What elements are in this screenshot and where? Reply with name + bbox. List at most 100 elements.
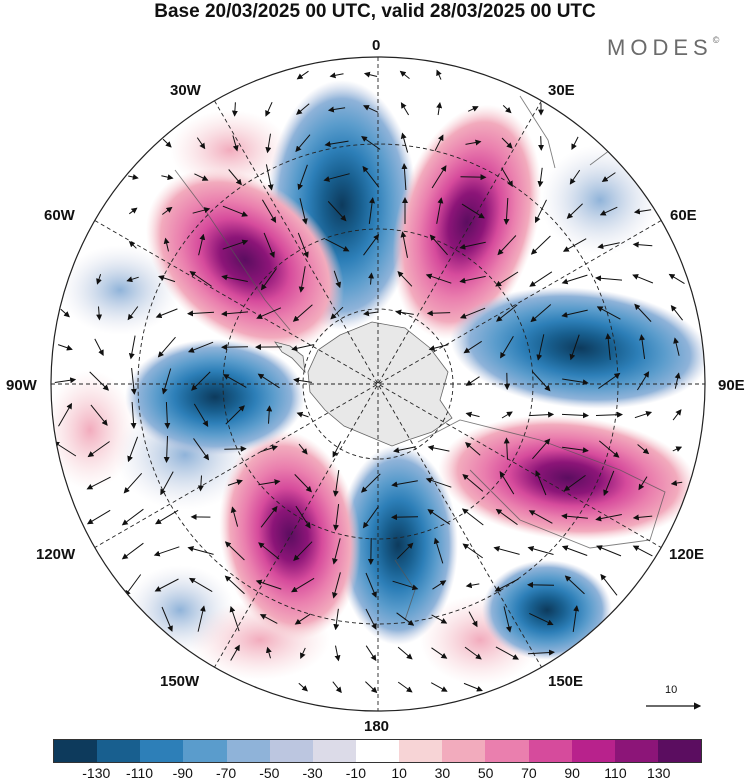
wind-arrow — [327, 201, 347, 222]
wind-arrow — [529, 271, 553, 287]
wind-arrow — [501, 167, 513, 188]
wind-arrow — [261, 199, 277, 224]
wind-arrow — [265, 164, 274, 191]
wind-arrow — [256, 307, 282, 319]
wind-arrow — [598, 372, 621, 389]
wind-arrow — [561, 309, 588, 318]
wind-arrow — [501, 137, 513, 149]
wind-arrow — [672, 409, 682, 421]
wind-arrow — [193, 438, 210, 461]
wind-arrow — [368, 272, 375, 285]
colorbar-swatch — [140, 740, 184, 762]
wind-arrow — [187, 341, 214, 353]
wind-arrow — [155, 308, 178, 319]
lon-label-30w: 30W — [170, 82, 201, 99]
wind-arrow — [96, 274, 102, 285]
wind-arrow — [298, 682, 308, 692]
wind-arrow — [396, 612, 415, 626]
wind-arrow — [127, 436, 139, 463]
wind-arrow — [595, 514, 622, 522]
wind-arrow — [188, 577, 213, 593]
wind-arrow — [462, 543, 483, 559]
wind-arrow — [499, 471, 515, 495]
wind-arrow — [436, 69, 442, 80]
colorbar-swatch — [226, 740, 270, 762]
colorbar-tick-label: 50 — [477, 765, 494, 781]
wind-arrow — [632, 241, 653, 248]
wind-arrow — [535, 199, 547, 224]
wind-arrow — [464, 646, 482, 660]
wind-arrow — [527, 545, 554, 555]
colorbar-swatch — [355, 740, 400, 762]
wind-arrow — [224, 575, 245, 595]
wind-arrow — [162, 206, 173, 215]
colorbar-swatch — [183, 740, 227, 762]
lon-label-30e: 30E — [548, 82, 575, 99]
wind-arrow — [87, 441, 110, 458]
wind-arrow — [461, 203, 485, 219]
map-border — [50, 56, 706, 712]
wind-arrow — [598, 440, 620, 458]
wind-arrow — [401, 163, 408, 191]
wind-arrow — [468, 611, 478, 628]
wind-arrow — [400, 231, 408, 258]
wind-arrow — [459, 307, 486, 319]
wind-arrow — [597, 242, 620, 250]
wind-arrow — [257, 373, 280, 389]
wind-arrow — [228, 169, 242, 186]
positive-anomaly-45w — [145, 168, 345, 352]
wind-arrow — [461, 508, 484, 526]
reference-vector-label: 10 — [665, 684, 678, 696]
wind-arrow — [434, 134, 444, 151]
wind-arrow — [360, 473, 381, 493]
wind-arrow — [396, 542, 414, 560]
wind-arrow — [563, 474, 586, 492]
wind-arrow — [333, 270, 342, 289]
wind-arrow — [527, 649, 555, 656]
wind-arrow — [497, 235, 517, 256]
wind-arrow — [327, 106, 346, 113]
wind-arrow — [397, 646, 413, 660]
modes-logo: MODES© — [607, 35, 719, 61]
wind-arrow — [294, 613, 311, 625]
wind-arrow — [130, 401, 137, 429]
wind-arrow — [265, 101, 273, 117]
wind-arrow — [297, 232, 309, 259]
colorbar-swatch — [97, 740, 141, 762]
colorbar-tick-label: 90 — [564, 765, 580, 781]
wind-arrow — [632, 514, 653, 521]
colorbar — [53, 739, 702, 763]
reference-vector: 10 — [640, 684, 710, 714]
wind-arrow — [427, 444, 450, 452]
wind-arrow — [193, 403, 209, 427]
colorbar-tick-label: 10 — [391, 765, 407, 781]
wind-arrow — [332, 470, 340, 497]
lon-label-60w: 60W — [44, 207, 75, 224]
wind-arrow — [561, 412, 589, 419]
wind-arrow — [292, 304, 313, 322]
wind-arrow — [333, 504, 340, 531]
negative-anomaly-170e — [338, 445, 458, 645]
wind-arrow — [363, 233, 380, 256]
wind-arrow — [332, 681, 342, 694]
wind-arrow — [467, 106, 479, 112]
wind-arrow — [465, 376, 480, 386]
wind-arrow — [433, 537, 444, 564]
wind-arrow — [460, 174, 487, 181]
wind-arrow — [501, 411, 513, 419]
lon-label-120e: 120E — [669, 546, 705, 563]
wind-arrow — [198, 233, 206, 256]
wind-arrow — [161, 174, 174, 181]
wind-arrow — [571, 136, 579, 150]
wind-arrow — [636, 371, 650, 391]
wind-arrow — [196, 137, 206, 150]
colorbar-swatch — [528, 740, 572, 762]
wind-arrow — [293, 541, 313, 562]
wind-arrow — [86, 476, 111, 490]
colorbar-labels: -130 -110 -90 -70 -50 -30 -10 10 30 50 70 90 110 130 — [0, 765, 750, 783]
wind-arrow — [634, 303, 652, 322]
australia-coast — [417, 419, 666, 549]
wind-arrow — [222, 239, 249, 250]
wind-arrow — [538, 136, 545, 151]
wind-arrow — [564, 575, 585, 595]
